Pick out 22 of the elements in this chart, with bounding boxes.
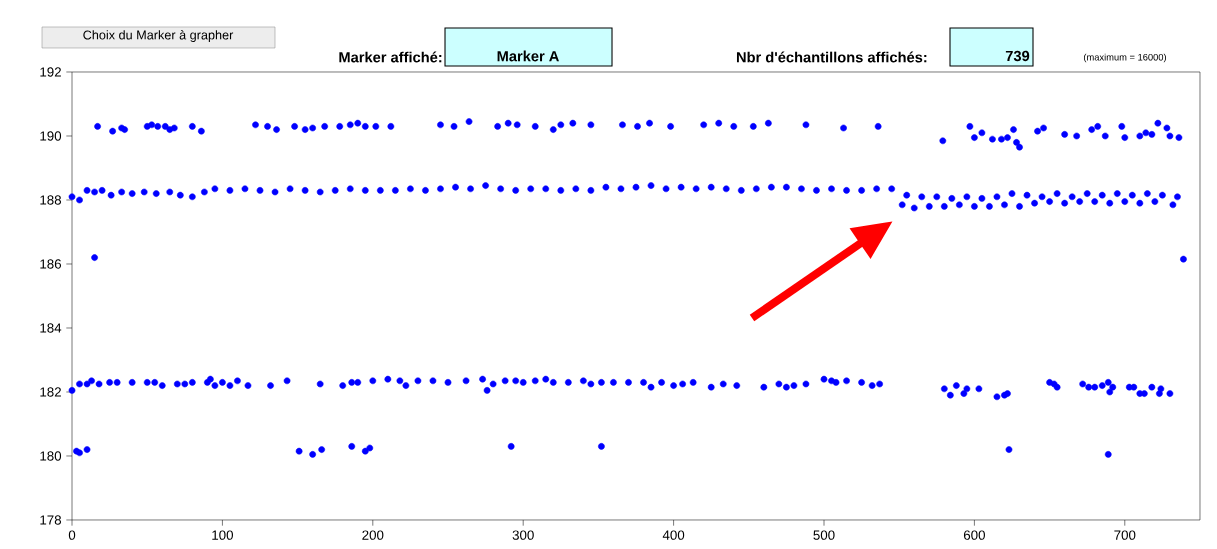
x-tick-label: 200 <box>362 530 384 540</box>
y-tick-label: 184 <box>40 323 62 333</box>
y-tick-label: 178 <box>40 515 62 525</box>
text: Choix du Marker à grapher <box>83 30 234 42</box>
x-tick-label: 300 <box>512 530 534 540</box>
text: Nbr d'échantillons affichés: <box>736 51 927 63</box>
text: Marker affiché: <box>339 51 442 63</box>
y-tick-label: 190 <box>40 131 62 141</box>
y-tick-label: 180 <box>40 451 62 461</box>
x-tick-label: 500 <box>813 530 835 540</box>
text: 739 <box>1005 50 1030 62</box>
x-tick-label: 0 <box>68 530 76 540</box>
y-tick-label: 186 <box>40 259 62 269</box>
x-tick-label: 100 <box>212 530 234 540</box>
x-tick-label: 400 <box>662 530 685 540</box>
y-tick-label: 182 <box>40 387 61 397</box>
text: (maximum = 16000) <box>1083 53 1167 63</box>
x-tick-label: 600 <box>963 530 985 540</box>
text: Marker A <box>497 50 559 62</box>
y-tick-label: 188 <box>40 195 62 205</box>
x-tick-label: 700 <box>1114 530 1136 540</box>
y-tick-label: 192 <box>40 67 61 77</box>
